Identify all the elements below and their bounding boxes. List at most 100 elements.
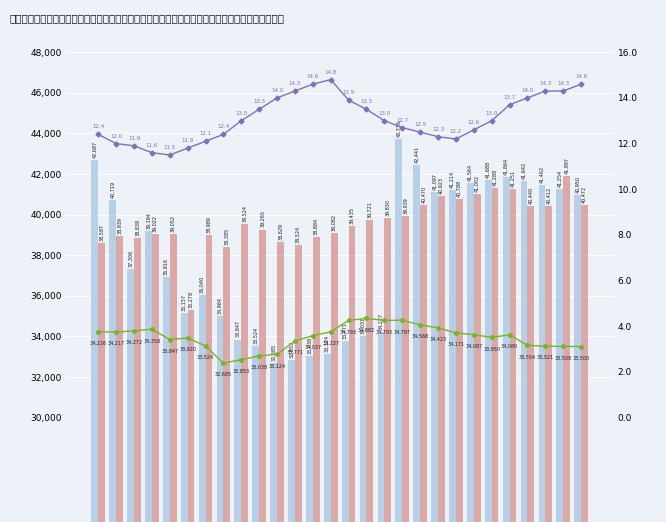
Text: 12.6: 12.6 [468, 120, 480, 125]
Text: 33,771: 33,771 [343, 322, 348, 339]
Bar [324, 354, 331, 522]
Text: 40,719: 40,719 [110, 181, 115, 198]
Text: 38,989: 38,989 [206, 216, 211, 233]
Bar [527, 206, 534, 522]
Text: 13.5: 13.5 [360, 99, 372, 104]
Bar [163, 277, 170, 522]
Text: 38,838: 38,838 [135, 219, 140, 236]
Text: 33,524: 33,524 [253, 327, 258, 344]
Text: 【資料２　２月１日私立中学受験者数の推移、募集定員及び受験比率】（森上教育研究所　提供）: 【資料２ ２月１日私立中学受験者数の推移、募集定員及び受験比率】（森上教育研究所… [10, 13, 285, 23]
Text: 34,226: 34,226 [90, 341, 107, 346]
Text: 38,884: 38,884 [314, 218, 319, 235]
Text: 41,002: 41,002 [475, 175, 480, 192]
Bar [378, 332, 384, 522]
Text: 11.5: 11.5 [164, 145, 176, 150]
Bar [295, 245, 302, 522]
Text: 34,080: 34,080 [501, 344, 518, 349]
Bar [545, 206, 552, 522]
Bar [431, 192, 438, 522]
Bar [449, 190, 456, 522]
Text: 12.4: 12.4 [217, 124, 230, 129]
Bar [366, 220, 373, 522]
Text: 33,038: 33,038 [250, 365, 268, 370]
Text: 33,124: 33,124 [325, 335, 330, 352]
Bar [414, 165, 420, 522]
Text: 33,521: 33,521 [537, 355, 554, 360]
Text: 39,265: 39,265 [260, 210, 265, 228]
Bar [503, 177, 509, 522]
Text: 40,950: 40,950 [575, 176, 580, 193]
Text: 33,920: 33,920 [179, 347, 196, 352]
Text: 36,040: 36,040 [200, 276, 204, 293]
Bar [188, 311, 194, 522]
Bar [181, 313, 188, 522]
Text: 41,254: 41,254 [557, 170, 562, 187]
Text: 34,793: 34,793 [376, 329, 393, 335]
Text: 39,830: 39,830 [385, 199, 390, 216]
Text: 13.9: 13.9 [342, 90, 355, 95]
Text: 39,052: 39,052 [170, 215, 176, 232]
Text: 33,950: 33,950 [483, 347, 500, 351]
Text: 32,685: 32,685 [215, 372, 232, 377]
Text: 35,278: 35,278 [188, 291, 194, 309]
Bar [556, 189, 563, 522]
Text: 39,435: 39,435 [350, 207, 354, 224]
Text: 12.0: 12.0 [110, 134, 123, 138]
Text: 39,939: 39,939 [403, 197, 408, 214]
Text: 35,157: 35,157 [182, 294, 186, 311]
Text: 41,642: 41,642 [521, 162, 527, 179]
Text: 34,227: 34,227 [378, 313, 384, 330]
Text: 39,082: 39,082 [332, 214, 336, 231]
Text: 33,847: 33,847 [161, 349, 178, 353]
Bar [563, 176, 570, 522]
Bar [360, 336, 366, 522]
Text: 34,568: 34,568 [412, 334, 429, 339]
Text: 34,037: 34,037 [304, 345, 322, 350]
Bar [145, 231, 152, 522]
Text: 38,385: 38,385 [224, 228, 229, 245]
Text: 12.2: 12.2 [450, 129, 462, 134]
Text: 34,358: 34,358 [143, 338, 161, 343]
Text: 14.3: 14.3 [289, 81, 301, 86]
Text: 14.3: 14.3 [557, 81, 569, 86]
Bar [492, 188, 498, 522]
Bar [384, 218, 391, 522]
Text: 41,462: 41,462 [539, 166, 544, 183]
Text: 34,037: 34,037 [360, 316, 366, 334]
Text: 41,564: 41,564 [468, 164, 473, 181]
Text: 41,897: 41,897 [564, 157, 569, 174]
Text: 34,272: 34,272 [125, 340, 143, 345]
Text: 34,087: 34,087 [466, 344, 482, 349]
Text: 39,524: 39,524 [242, 205, 247, 222]
Text: 41,251: 41,251 [510, 170, 515, 187]
Bar [331, 233, 338, 522]
Text: 14.6: 14.6 [307, 74, 319, 79]
Bar [252, 346, 259, 522]
Text: 41,214: 41,214 [450, 171, 455, 188]
Text: 34,171: 34,171 [448, 342, 464, 347]
Text: 41,288: 41,288 [493, 169, 498, 186]
Bar [206, 235, 212, 522]
Bar [402, 216, 409, 522]
Text: 40,470: 40,470 [421, 186, 426, 203]
Text: 36,916: 36,916 [164, 258, 169, 275]
Bar [127, 269, 134, 522]
Bar [98, 243, 105, 522]
Text: 33,847: 33,847 [235, 321, 240, 338]
Bar [198, 295, 206, 522]
Text: 37,306: 37,306 [128, 250, 133, 267]
Text: 12.7: 12.7 [396, 117, 408, 123]
Text: 14.0: 14.0 [521, 88, 533, 93]
Text: 34,984: 34,984 [218, 298, 222, 314]
Text: 34,793: 34,793 [340, 329, 357, 335]
Bar [216, 316, 223, 522]
Bar [288, 360, 295, 522]
Text: 40,412: 40,412 [546, 187, 551, 204]
Text: 13.5: 13.5 [253, 99, 265, 104]
Text: 42,441: 42,441 [414, 146, 419, 163]
Bar [277, 242, 284, 522]
Bar [134, 238, 141, 522]
Text: 40,472: 40,472 [582, 186, 587, 203]
Text: 34,423: 34,423 [430, 337, 447, 342]
Text: 38,524: 38,524 [296, 226, 301, 243]
